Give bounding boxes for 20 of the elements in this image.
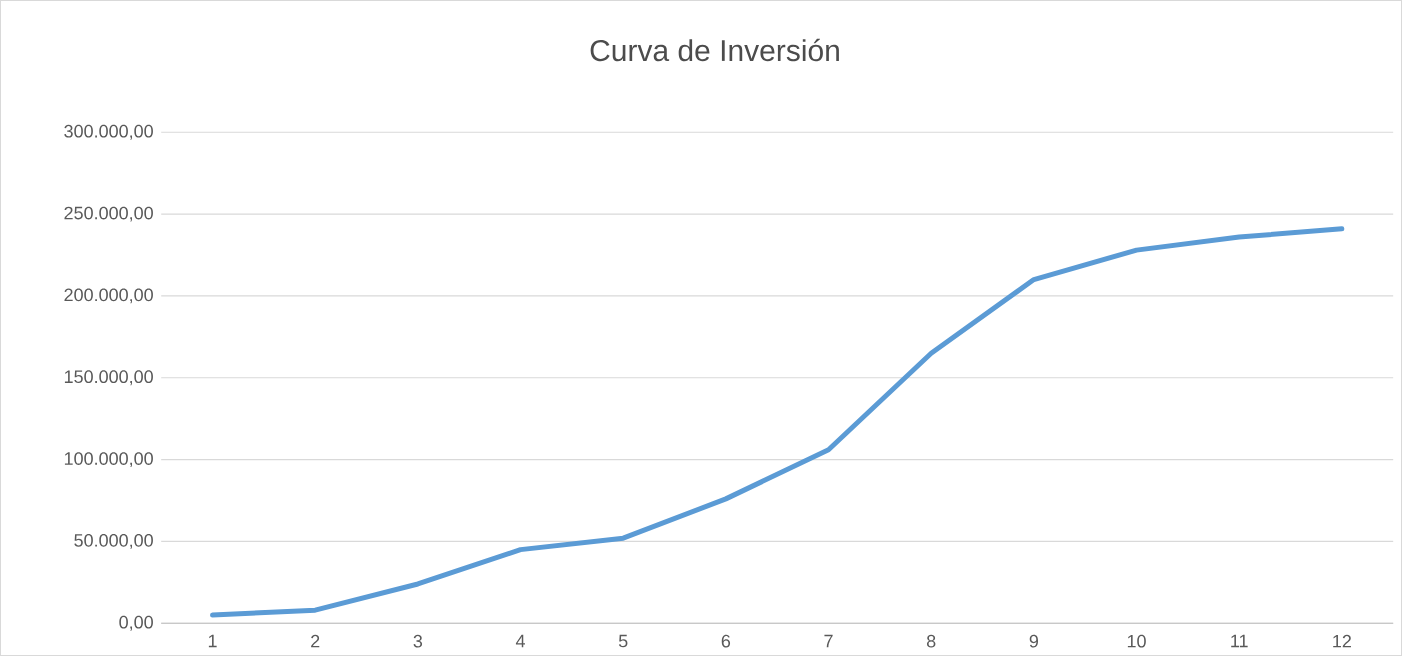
- x-tick-label: 6: [721, 634, 731, 648]
- y-tick-label: 0,00: [119, 615, 153, 631]
- y-tick-label: 200.000,00: [64, 288, 153, 304]
- x-tick-label: 4: [515, 634, 525, 648]
- x-tick-label: 5: [618, 634, 628, 648]
- x-tick-label: 9: [1029, 634, 1039, 648]
- x-tick-label: 8: [926, 634, 936, 648]
- x-tick-label: 12: [1333, 634, 1351, 648]
- x-tick-label: 10: [1127, 634, 1146, 648]
- chart-title: Curva de Inversión: [590, 38, 839, 62]
- y-tick-label: 150.000,00: [64, 370, 153, 386]
- y-tick-label: 100.000,00: [64, 452, 153, 468]
- y-tick-label: 50.000,00: [74, 533, 153, 549]
- x-tick-label: 11: [1231, 634, 1248, 648]
- y-tick-label: 300.000,00: [64, 124, 153, 140]
- x-tick-label: 2: [311, 634, 320, 648]
- x-tick-label: 7: [824, 634, 833, 648]
- x-tick-label: 1: [208, 634, 217, 648]
- y-tick-label: 250.000,00: [64, 206, 153, 222]
- x-tick-label: 3: [413, 634, 423, 648]
